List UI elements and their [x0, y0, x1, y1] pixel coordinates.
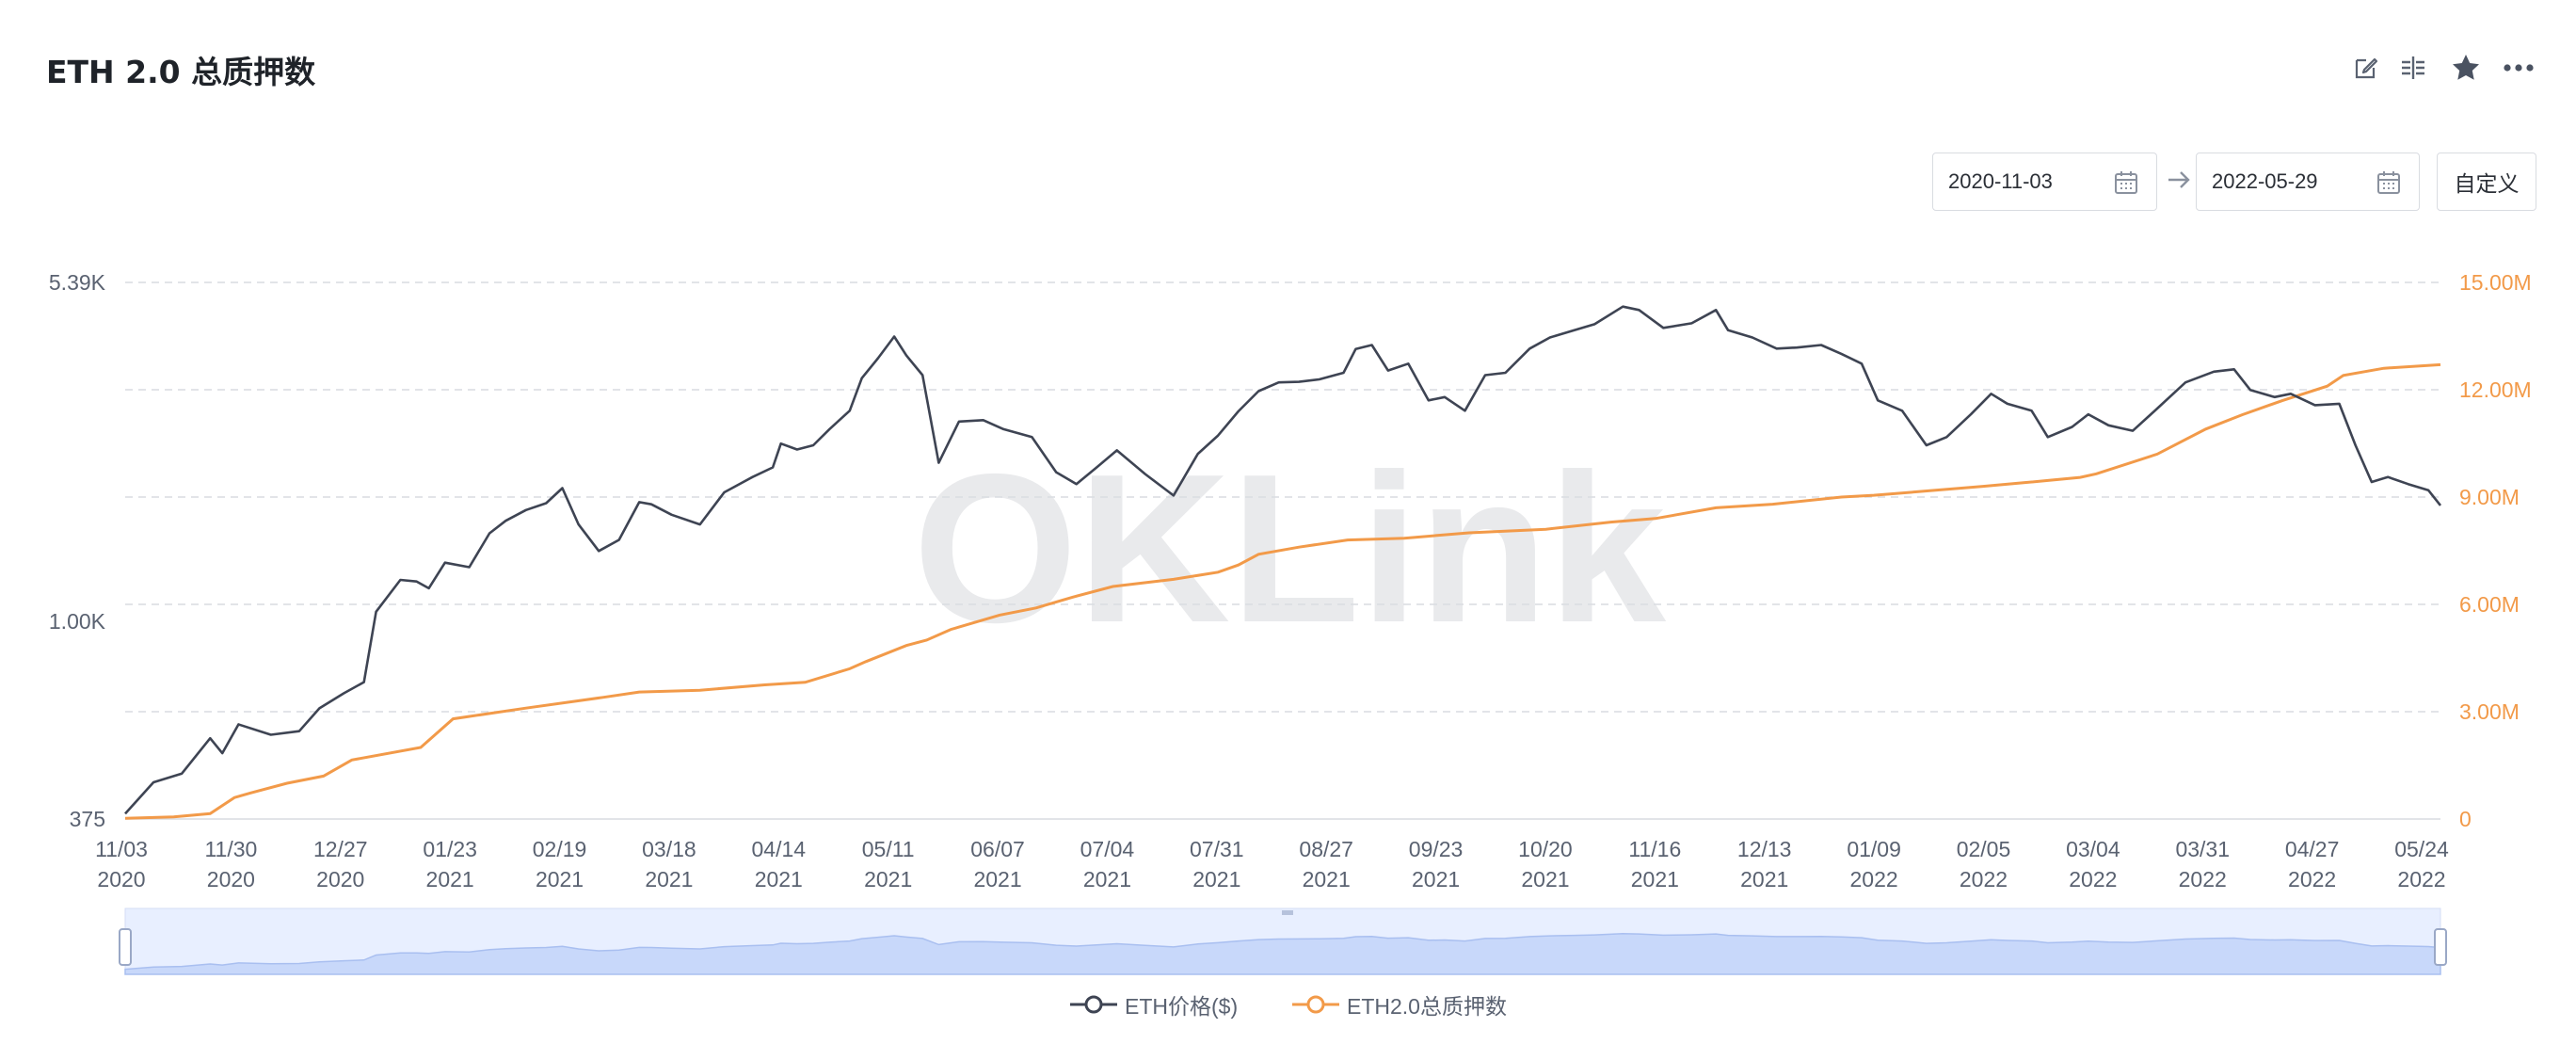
x-tick-year: 2020 [207, 867, 255, 891]
navigator-handle[interactable] [2434, 928, 2447, 966]
legend-item-price[interactable]: ETH价格($) [1070, 988, 1238, 1020]
y-left-tick-label: 5.39K [49, 270, 106, 295]
x-tick-label: 10/20 [1518, 837, 1573, 861]
x-tick-label: 08/27 [1299, 837, 1353, 861]
y-right-tick-label: 3.00M [2459, 699, 2520, 724]
x-tick-year: 2021 [1412, 867, 1460, 891]
x-tick-label: 01/23 [423, 837, 477, 861]
x-tick-label: 09/23 [1409, 837, 1464, 861]
x-tick-label: 07/31 [1190, 837, 1244, 861]
x-tick-year: 2021 [1303, 867, 1351, 891]
x-tick-year: 2021 [536, 867, 584, 891]
navigator-area [124, 933, 2441, 975]
x-tick-label: 01/09 [1847, 837, 1901, 861]
legend-marker-icon [1292, 995, 1339, 1014]
x-tick-year: 2021 [645, 867, 693, 891]
x-tick-year: 2022 [2397, 867, 2445, 891]
x-tick-year: 2021 [1521, 867, 1569, 891]
x-tick-label: 02/05 [1957, 837, 2011, 861]
x-tick-year: 2020 [316, 867, 364, 891]
x-tick-year: 2021 [426, 867, 474, 891]
y-left-tick-label: 1.00K [49, 609, 106, 634]
end-date-field[interactable]: 2022-05-29 [2196, 153, 2420, 211]
custom-range-button[interactable]: 自定义 [2437, 153, 2536, 211]
x-tick-year: 2021 [1083, 867, 1131, 891]
legend-marker-icon [1070, 995, 1117, 1014]
page-title: ETH 2.0 总质押数 [46, 54, 316, 90]
x-tick-label: 03/04 [2066, 837, 2120, 861]
x-tick-label: 05/24 [2394, 837, 2449, 861]
y-right-tick-label: 9.00M [2459, 485, 2520, 509]
x-tick-label: 03/18 [642, 837, 696, 861]
end-date-value: 2022-05-29 [2212, 169, 2318, 193]
x-tick-year: 2021 [1631, 867, 1679, 891]
legend-label: ETH价格($) [1125, 994, 1239, 1019]
x-tick-year: 2022 [2288, 867, 2336, 891]
calendar-icon [2113, 169, 2139, 201]
split-icon[interactable] [2396, 51, 2430, 85]
x-tick-label: 07/04 [1080, 837, 1135, 861]
edit-icon[interactable] [2349, 51, 2383, 85]
x-tick-label: 12/27 [313, 837, 368, 861]
x-tick-label: 04/27 [2285, 837, 2340, 861]
legend-item-staked[interactable]: ETH2.0总质押数 [1292, 988, 1507, 1020]
navigator-handle[interactable] [119, 928, 132, 966]
calendar-icon [2376, 169, 2402, 201]
start-date-field[interactable]: 2020-11-03 [1932, 153, 2157, 211]
arrow-right-icon [2165, 166, 2193, 199]
x-tick-year: 2022 [1960, 867, 2008, 891]
y-left-tick-label: 375 [70, 807, 105, 831]
more-icon[interactable] [2502, 51, 2536, 85]
x-tick-year: 2022 [2179, 867, 2227, 891]
x-tick-year: 2021 [973, 867, 1021, 891]
x-tick-label: 04/14 [752, 837, 807, 861]
x-tick-label: 11/16 [1628, 837, 1681, 861]
x-tick-year: 2022 [2069, 867, 2117, 891]
y-right-tick-label: 6.00M [2459, 592, 2520, 617]
price-series-line [124, 305, 2442, 815]
start-date-value: 2020-11-03 [1948, 169, 2053, 193]
x-tick-label: 11/30 [204, 837, 257, 861]
y-right-tick-label: 0 [2459, 807, 2472, 831]
legend-label: ETH2.0总质押数 [1347, 994, 1507, 1019]
x-tick-label: 03/31 [2175, 837, 2230, 861]
x-tick-year: 2021 [755, 867, 803, 891]
x-tick-label: 12/13 [1737, 837, 1792, 861]
x-tick-label: 06/07 [970, 837, 1025, 861]
x-tick-year: 2022 [1850, 867, 1898, 891]
navigator-drag-handle[interactable] [1282, 910, 1293, 915]
staked-series-line [124, 362, 2441, 820]
range-navigator[interactable] [119, 907, 2447, 975]
star-icon[interactable] [2449, 51, 2483, 85]
x-tick-label: 05/11 [862, 837, 915, 861]
y-right-tick-label: 15.00M [2459, 270, 2532, 295]
x-tick-year: 2021 [864, 867, 912, 891]
x-tick-label: 02/19 [533, 837, 587, 861]
x-tick-year: 2020 [97, 867, 145, 891]
x-tick-year: 2021 [1740, 867, 1788, 891]
y-right-tick-label: 12.00M [2459, 377, 2532, 402]
x-tick-label: 11/03 [95, 837, 148, 861]
x-tick-year: 2021 [1192, 867, 1240, 891]
